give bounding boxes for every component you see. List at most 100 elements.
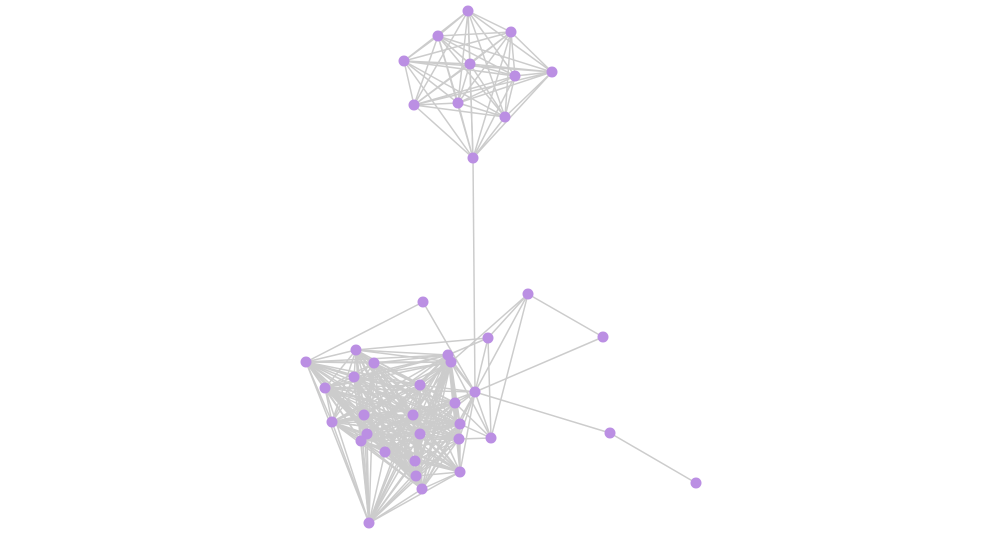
edge [474, 336, 604, 393]
edge [331, 402, 456, 423]
node-b19[interactable] [355, 435, 367, 447]
edge [360, 440, 370, 524]
node-b23[interactable] [379, 446, 391, 458]
node-b26[interactable] [454, 466, 466, 478]
edge [331, 421, 370, 524]
node-b24[interactable] [409, 455, 421, 467]
edge [360, 440, 417, 477]
edge [373, 362, 421, 435]
edge [514, 71, 553, 77]
edge [490, 293, 529, 439]
node-b21[interactable] [453, 433, 465, 445]
edge [457, 75, 516, 104]
node-b29[interactable] [604, 427, 616, 439]
edge [450, 361, 476, 393]
node-b8[interactable] [445, 356, 457, 368]
edge [457, 63, 471, 104]
nodes-layer [300, 5, 702, 529]
node-b3[interactable] [482, 332, 494, 344]
edge [360, 433, 421, 442]
node-b10[interactable] [319, 382, 331, 394]
edge [355, 349, 449, 356]
edge [437, 35, 516, 77]
node-t10[interactable] [467, 152, 479, 164]
node-t0[interactable] [462, 5, 474, 17]
edge [437, 35, 471, 65]
node-b1[interactable] [522, 288, 534, 300]
node-b0[interactable] [417, 296, 429, 308]
edge [384, 433, 421, 453]
edge [472, 157, 476, 393]
node-t1[interactable] [432, 30, 444, 42]
edge [331, 384, 421, 423]
edge [472, 71, 553, 159]
edge [504, 75, 516, 118]
node-b14[interactable] [358, 409, 370, 421]
node-t4[interactable] [464, 58, 476, 70]
edge [384, 451, 417, 477]
edge [305, 349, 357, 363]
node-b22[interactable] [485, 432, 497, 444]
edge [305, 301, 424, 363]
edge [472, 31, 512, 159]
edge [413, 10, 469, 106]
node-t8[interactable] [452, 97, 464, 109]
edge [459, 391, 476, 473]
node-t7[interactable] [408, 99, 420, 111]
edge [469, 63, 516, 77]
edge [421, 391, 476, 490]
node-b2[interactable] [597, 331, 609, 343]
node-t2[interactable] [505, 26, 517, 38]
edge [324, 384, 421, 389]
edge [412, 414, 461, 425]
edge [467, 10, 516, 77]
edge [413, 75, 516, 106]
edge [412, 391, 476, 416]
edge [421, 438, 460, 490]
node-t5[interactable] [509, 70, 521, 82]
edge [474, 391, 492, 439]
edge [403, 60, 415, 106]
node-b13[interactable] [449, 397, 461, 409]
node-b27[interactable] [416, 483, 428, 495]
edge [414, 460, 461, 473]
edge [419, 423, 461, 435]
node-b17[interactable] [454, 418, 466, 430]
node-b30[interactable] [690, 477, 702, 489]
node-b28[interactable] [363, 517, 375, 529]
node-b6[interactable] [368, 357, 380, 369]
edge [324, 349, 357, 389]
node-b11[interactable] [414, 379, 426, 391]
edge [419, 384, 456, 404]
node-b20[interactable] [414, 428, 426, 440]
node-b9[interactable] [348, 371, 360, 383]
edge [353, 376, 421, 386]
node-t3[interactable] [398, 55, 410, 67]
edge [413, 104, 474, 159]
edge [459, 423, 492, 439]
node-b4[interactable] [300, 356, 312, 368]
node-b15[interactable] [407, 409, 419, 421]
edge [366, 433, 460, 440]
node-t9[interactable] [499, 111, 511, 123]
edge [413, 63, 471, 106]
edge [527, 293, 604, 338]
node-b25[interactable] [410, 470, 422, 482]
node-b12[interactable] [469, 386, 481, 398]
edge [353, 361, 452, 378]
edge [437, 31, 512, 37]
edge [469, 63, 553, 73]
edge [472, 75, 516, 159]
node-b5[interactable] [350, 344, 362, 356]
edge [457, 71, 553, 104]
edge [487, 293, 529, 339]
edges-layer [305, 10, 697, 524]
edge [363, 414, 460, 440]
edge [450, 361, 492, 439]
node-b16[interactable] [326, 416, 338, 428]
edge [413, 35, 439, 106]
edge [487, 337, 492, 439]
edge [368, 433, 421, 524]
edge [454, 402, 492, 439]
node-t6[interactable] [546, 66, 558, 78]
